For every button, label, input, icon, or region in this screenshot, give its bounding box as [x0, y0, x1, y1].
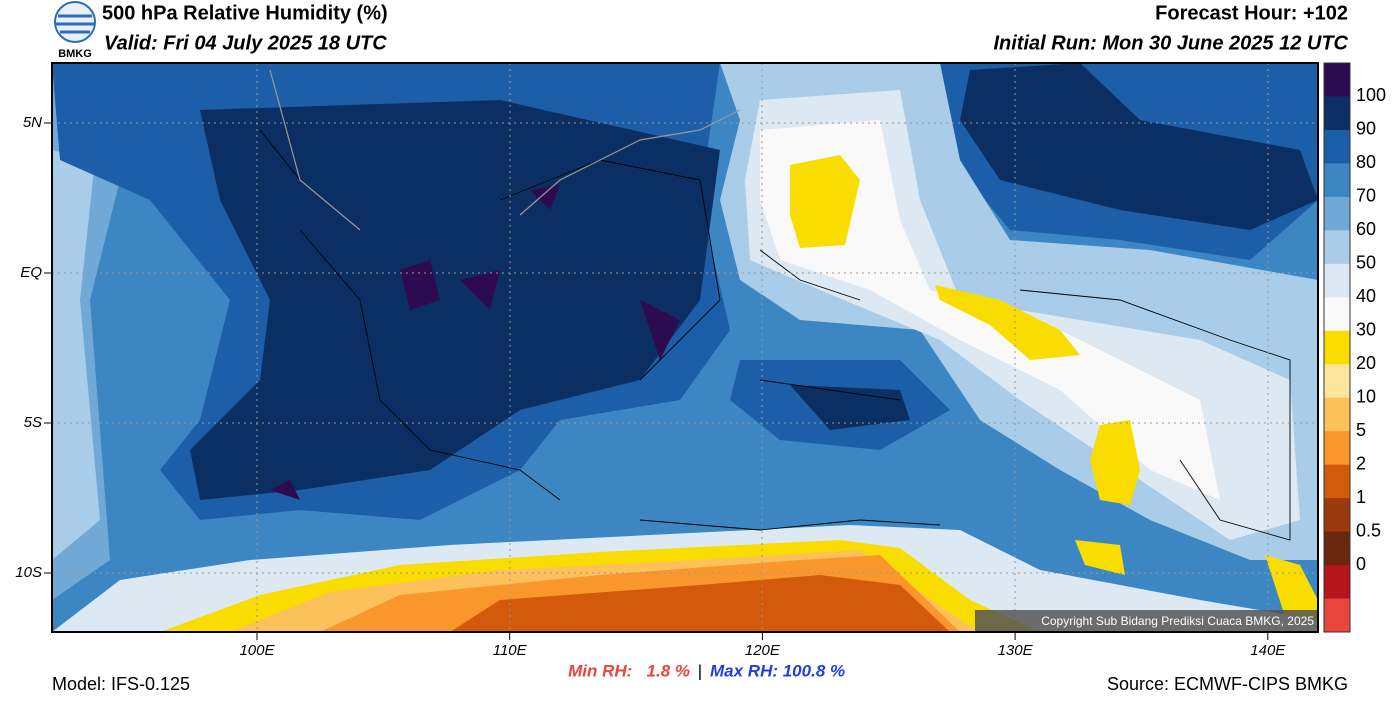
colorbar-label: 0: [1356, 554, 1366, 574]
axes: 5N EQ 5S 10S 100E 110E 120E 130E 140E: [15, 114, 1286, 659]
colorbar-swatch: [1324, 330, 1350, 365]
colorbar-swatch: [1324, 129, 1350, 164]
colorbar-swatch: [1324, 565, 1350, 600]
colorbar-swatch: [1324, 431, 1350, 466]
separator: |: [698, 661, 702, 680]
lat-label: EQ: [20, 264, 42, 281]
colorbar-swatch: [1324, 397, 1350, 432]
logo-text: BMKG: [58, 48, 92, 60]
lat-label: 10S: [15, 564, 42, 581]
map-frame: [51, 62, 1319, 633]
colorbar-label: 10: [1356, 386, 1376, 406]
graticule: [52, 63, 1318, 632]
colorbar-label: 2: [1356, 453, 1366, 473]
logo: BMKG: [54, 1, 96, 60]
colorbar-label: 70: [1356, 186, 1376, 206]
colorbar-label: 40: [1356, 286, 1376, 306]
title: 500 hPa Relative Humidity (%): [102, 2, 388, 24]
colorbar-label: 60: [1356, 219, 1376, 239]
lon-label: 120E: [745, 642, 781, 659]
map-field: Copyright Sub Bidang Prediksi Cuaca BMKG…: [52, 63, 1318, 632]
colorbar-swatch: [1324, 598, 1350, 633]
colorbar-label: 5: [1356, 420, 1366, 440]
max-rh: Max RH: 100.8 %: [710, 661, 845, 680]
colorbar-label: 80: [1356, 152, 1376, 172]
colorbar-label: 1: [1356, 487, 1366, 507]
colorbar-label: 100: [1356, 85, 1386, 105]
colorbar-label: 0.5: [1356, 520, 1381, 540]
source: Source: ECMWF-CIPS BMKG: [1107, 674, 1348, 694]
colorbar-label: 30: [1356, 320, 1376, 340]
model: Model: IFS-0.125: [52, 674, 190, 694]
lon-label: 130E: [998, 642, 1034, 659]
colorbar-swatch: [1324, 531, 1350, 566]
colorbar-swatch: [1324, 263, 1350, 298]
forecast-hour: Forecast Hour: +102: [1155, 2, 1348, 24]
colorbar-label: 50: [1356, 253, 1376, 273]
colorbar-swatch: [1324, 464, 1350, 499]
initial-run: Initial Run: Mon 30 June 2025 12 UTC: [993, 32, 1348, 54]
lon-label: 110E: [493, 642, 528, 659]
colorbar-swatch: [1324, 498, 1350, 533]
colorbar-swatch: [1324, 163, 1350, 198]
coastline: [259, 129, 1291, 541]
copyright: Copyright Sub Bidang Prediksi Cuaca BMKG…: [1041, 614, 1314, 628]
colorbar-swatch: [1324, 96, 1350, 131]
lon-label: 140E: [1250, 642, 1286, 659]
min-rh: Min RH: 1.8 %: [568, 661, 690, 680]
lat-label: 5N: [23, 114, 42, 131]
lat-label: 5S: [24, 414, 42, 431]
colorbar-swatch: [1324, 196, 1350, 231]
valid-time: Valid: Fri 04 July 2025 18 UTC: [104, 32, 387, 54]
lon-label: 100E: [239, 642, 275, 659]
colorbar-label: 90: [1356, 119, 1376, 139]
colorbar-frame: [1323, 62, 1351, 633]
colorbar-swatch: [1324, 230, 1350, 265]
colorbar-swatch: [1324, 364, 1350, 399]
colorbar: 100 90 80 70 60 50 40 30 20 10 5 2 1 0.5 0: [1323, 62, 1386, 633]
colorbar-swatch: [1324, 297, 1350, 332]
colorbar-swatch: [1324, 63, 1350, 97]
colorbar-label: 20: [1356, 353, 1376, 373]
